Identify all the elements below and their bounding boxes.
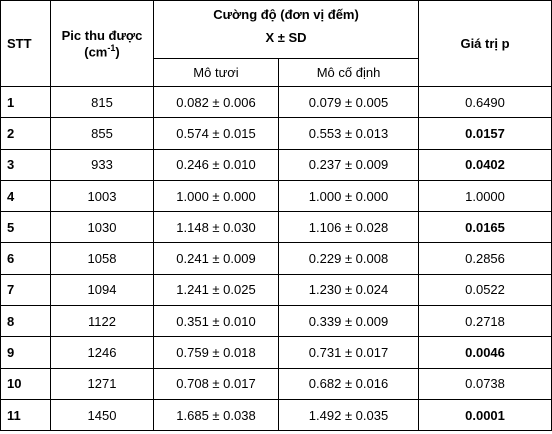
table-cell: 1.148 ± 0.030 [153,211,279,244]
header-cell: Mô cố định [277,58,420,87]
table-cell: 0.574 ± 0.015 [153,117,279,150]
table-cell: 0.0001 [418,398,552,432]
header-text: STT [7,36,32,51]
table-row: 9 1246 0.759 ± 0.018 0.731 ± 0.017 0.0046 [0,336,552,369]
table-cell: 0.0157 [418,117,552,150]
table-cell: 0.0738 [418,367,552,400]
table-cell: 0.246 ± 0.010 [153,148,279,181]
table-cell: 1.230 ± 0.024 [277,273,420,307]
header-text: Cường độ (đơn vị đếm) [213,7,359,22]
table-cell: 1.106 ± 0.028 [277,211,420,244]
table-row: 2 855 0.574 ± 0.015 0.553 ± 0.013 0.0157 [0,117,552,150]
table-cell: 933 [50,148,154,181]
header-text: Mô tươi [193,65,239,80]
table-cell: 1.000 ± 0.000 [153,179,279,213]
table-cell: 1450 [50,398,154,432]
header-text: Pic thu được [61,27,143,43]
table-row: 4 1003 1.000 ± 0.000 1.000 ± 0.000 1.0000 [0,179,552,213]
header-text: (cm [84,44,108,60]
table-cell: 1.685 ± 0.038 [153,398,279,432]
table-cell: 0.0402 [418,148,552,181]
table-cell: 1003 [50,179,154,213]
table-cell: 0.237 ± 0.009 [277,148,420,181]
table-cell: 1.000 ± 0.000 [277,179,420,213]
table-cell: 11 [0,398,51,432]
table-cell: 0.229 ± 0.008 [277,242,420,275]
table-row: 1 815 0.082 ± 0.006 0.079 ± 0.005 0.6490 [0,85,552,119]
table-cell: 0.082 ± 0.006 [153,85,279,119]
header-cell: Pic thu được (cm-1) [50,0,154,87]
table-row: 6 1058 0.241 ± 0.009 0.229 ± 0.008 0.2856 [0,242,552,275]
header-text: Giá trị p [460,36,510,51]
table-row: 5 1030 1.148 ± 0.030 1.106 ± 0.028 0.0165 [0,211,552,244]
table-cell: 1058 [50,242,154,275]
table-cell: 1094 [50,273,154,307]
table-cell: 815 [50,85,154,119]
table-cell: 0.6490 [418,85,552,119]
table-row: 10 1271 0.708 ± 0.017 0.682 ± 0.016 0.0738 [0,367,552,400]
table-cell: 0.759 ± 0.018 [153,336,279,369]
table-cell: 4 [0,179,51,213]
header-text: -1 [107,42,116,53]
table-row: 8 1122 0.351 ± 0.010 0.339 ± 0.009 0.2718 [0,305,552,338]
table-cell: 0.079 ± 0.005 [277,85,420,119]
table-cell: 0.2856 [418,242,552,275]
table-cell: 0.2718 [418,305,552,338]
table-cell: 1122 [50,305,154,338]
table-cell: 0.682 ± 0.016 [277,367,420,400]
header-cell: Mô tươi [153,58,279,87]
table-cell: 0.0046 [418,336,552,369]
table-cell: 6 [0,242,51,275]
table-cell: 855 [50,117,154,150]
table-cell: 2 [0,117,51,150]
table-cell: 0.731 ± 0.017 [277,336,420,369]
header-cell: Giá trị p [418,0,552,87]
table-cell: 0.553 ± 0.013 [277,117,420,150]
table-cell: 1.492 ± 0.035 [277,398,420,432]
table-cell: 0.708 ± 0.017 [153,367,279,400]
table-cell: 0.0522 [418,273,552,307]
table-body: 1 815 0.082 ± 0.006 0.079 ± 0.005 0.6490 2 855… [0,85,552,432]
table-cell: 0.0165 [418,211,552,244]
table-cell: 9 [0,336,51,369]
table-cell: 10 [0,367,51,400]
header-cell: Cường độ (đơn vị đếm) X ± SD [152,0,420,59]
table-cell: 0.339 ± 0.009 [277,305,420,338]
table-cell: 1.241 ± 0.025 [153,273,279,307]
table-cell: 1.0000 [418,179,552,213]
table-cell: 1030 [50,211,154,244]
header-text: Mô cố định [316,65,381,80]
table-row: 11 1450 1.685 ± 0.038 1.492 ± 0.035 0.0001 [0,398,552,432]
table-cell: 3 [0,148,51,181]
header-text: ) [115,44,120,60]
table-header: STT Pic thu được (cm-1) Cường độ (đơn vị … [0,0,552,87]
table-cell: 1246 [50,336,154,369]
table-cell: 8 [0,305,51,338]
header-cell: STT [0,0,51,87]
table-cell: 1271 [50,367,154,400]
table-row: 7 1094 1.241 ± 0.025 1.230 ± 0.024 0.0522 [0,273,552,307]
table-cell: 0.351 ± 0.010 [153,305,279,338]
table-cell: 0.241 ± 0.009 [153,242,279,275]
table-row: 3 933 0.246 ± 0.010 0.237 ± 0.009 0.0402 [0,148,552,181]
header-text: X ± SD [265,30,307,45]
table-cell: 7 [0,273,51,307]
table-cell: 1 [0,85,51,119]
table-cell: 5 [0,211,51,244]
